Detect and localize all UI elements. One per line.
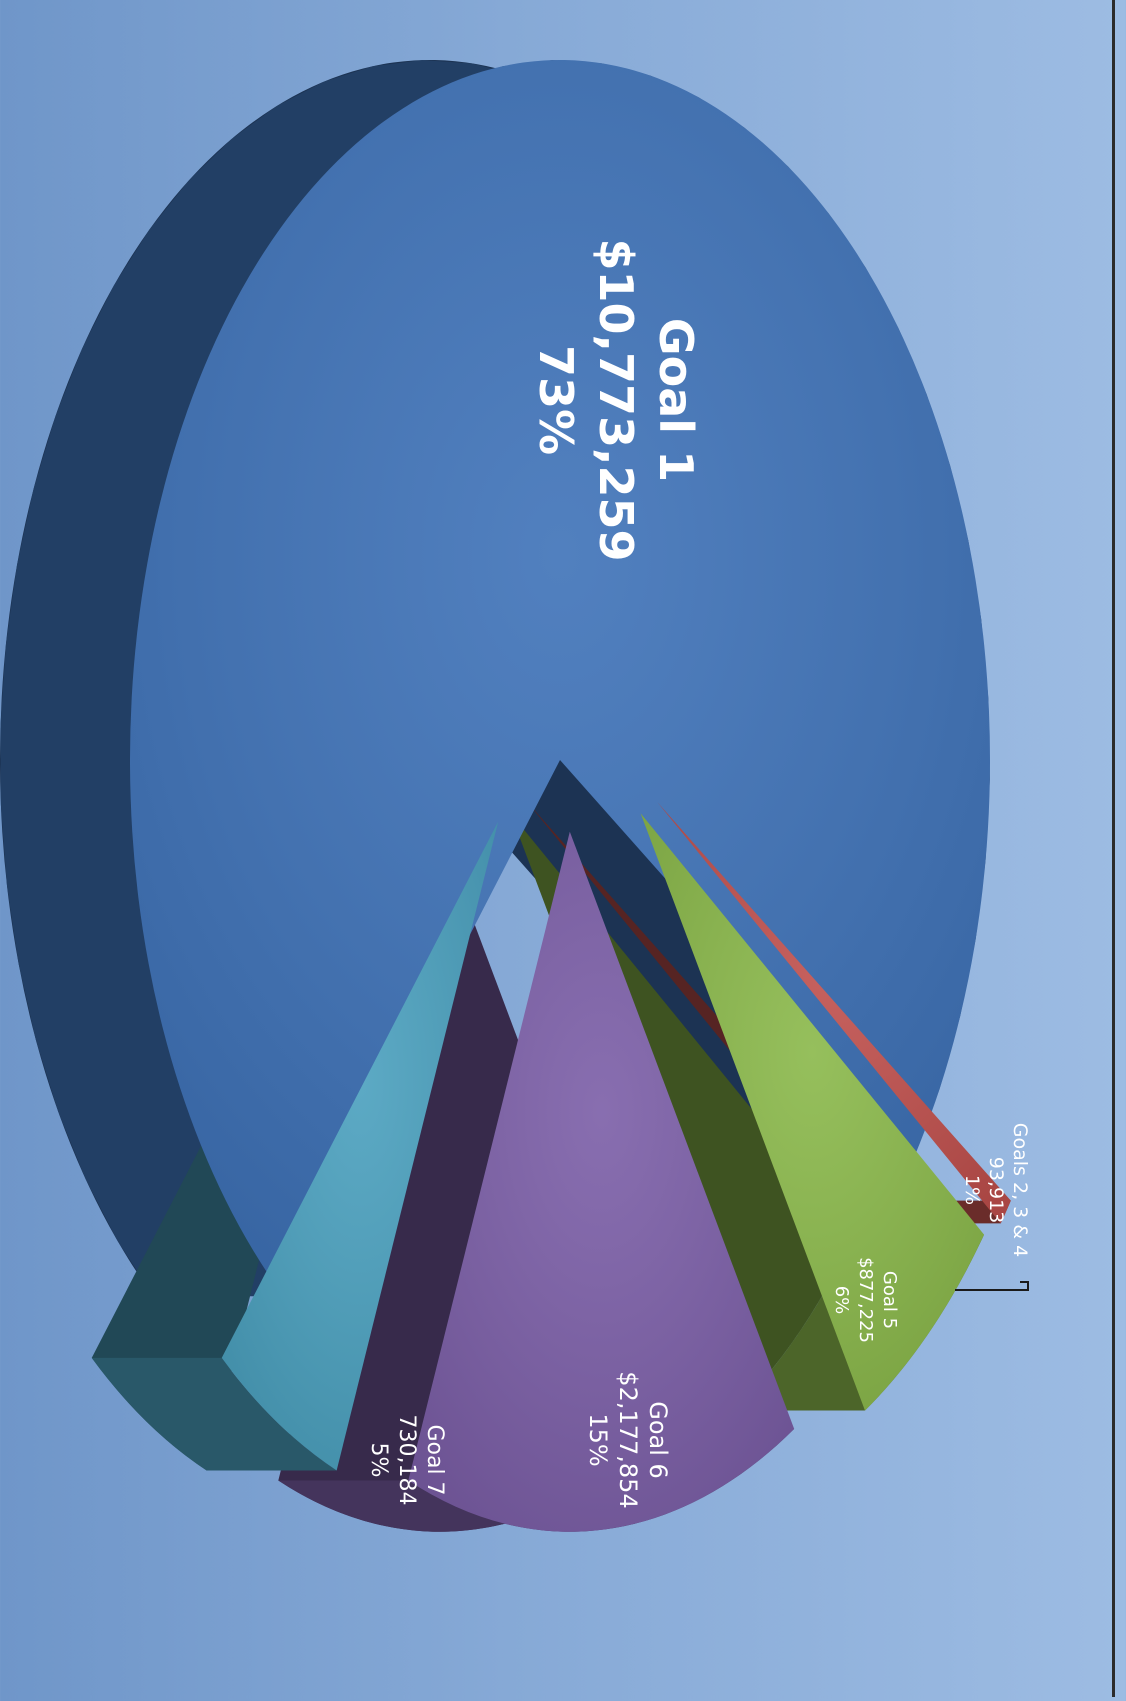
pie-slice-shade-3 (640, 813, 985, 1411)
slice-label-name: Goal 7 (422, 1424, 447, 1495)
pie-slice-shade-2 (657, 802, 1011, 1224)
slice-label-percent: 5% (366, 1443, 391, 1478)
slice-label-percent: 73% (529, 345, 583, 455)
pie-slice-shade-5 (221, 821, 499, 1471)
slice-label-value: 93,913 (985, 1157, 1007, 1223)
leader-line (955, 1281, 1029, 1291)
slice-label-name: Goal 6 (644, 1401, 672, 1479)
page-edge-line (1112, 0, 1115, 1697)
slice-label-value: $10,773,259 (589, 238, 643, 561)
slice-label-name: Goal 5 (879, 1271, 900, 1329)
pie-slice-edge-1 (0, 60, 990, 1297)
slice-label-value: $877,225 (855, 1257, 876, 1343)
slice-label-name: Goals 2, 3 & 4 (1009, 1123, 1031, 1257)
pie-slice-edge-5 (91, 1357, 337, 1471)
slice-label-percent: 6% (831, 1286, 852, 1315)
slice-label-name: Goal 1 (649, 318, 703, 482)
slice-label-value: $2,177,854 (614, 1371, 642, 1508)
slice-label-percent: 1% (961, 1175, 983, 1205)
pie-slice-shade-4 (408, 831, 795, 1532)
slice-label-value: 730,184 (394, 1415, 419, 1506)
slice-label-percent: 15% (584, 1413, 612, 1466)
